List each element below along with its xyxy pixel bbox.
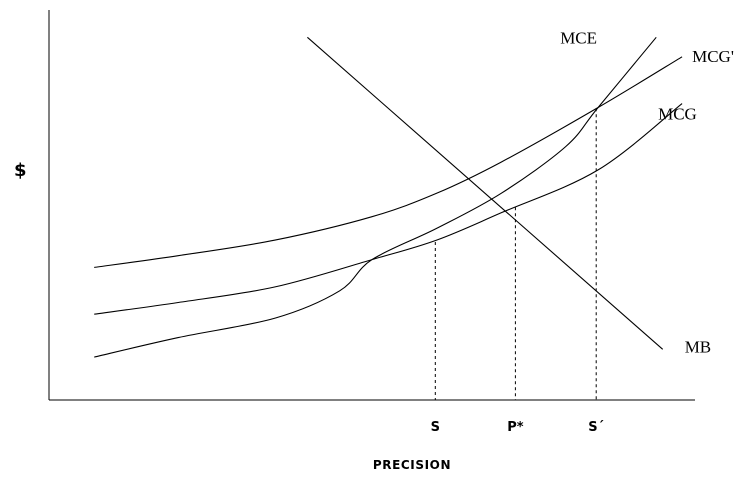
series-line-mb [307, 36, 664, 350]
series-line-mcg-prime [94, 56, 683, 268]
series-label-mcg-prime: MCG' [692, 47, 734, 66]
curves [94, 36, 683, 358]
series-label-mcg: MCG [658, 105, 697, 124]
x-tick-label-s-prime: S´ [588, 420, 604, 435]
x-axis-title: PRECISION [373, 458, 451, 472]
x-tick-label-s: S [431, 420, 440, 435]
series-line-mcg [94, 103, 683, 315]
y-axis-title: $ [14, 160, 27, 181]
axes [48, 10, 695, 401]
series-line-mce [94, 36, 657, 358]
drop-lines [434, 108, 597, 400]
x-tick-labels: S P* S´ [431, 420, 605, 435]
curve-labels: MCG' MCG MCE MB [560, 28, 734, 356]
series-label-mce: MCE [560, 28, 597, 47]
series-label-mb: MB [685, 337, 711, 356]
x-tick-label-p-star: P* [507, 420, 524, 435]
